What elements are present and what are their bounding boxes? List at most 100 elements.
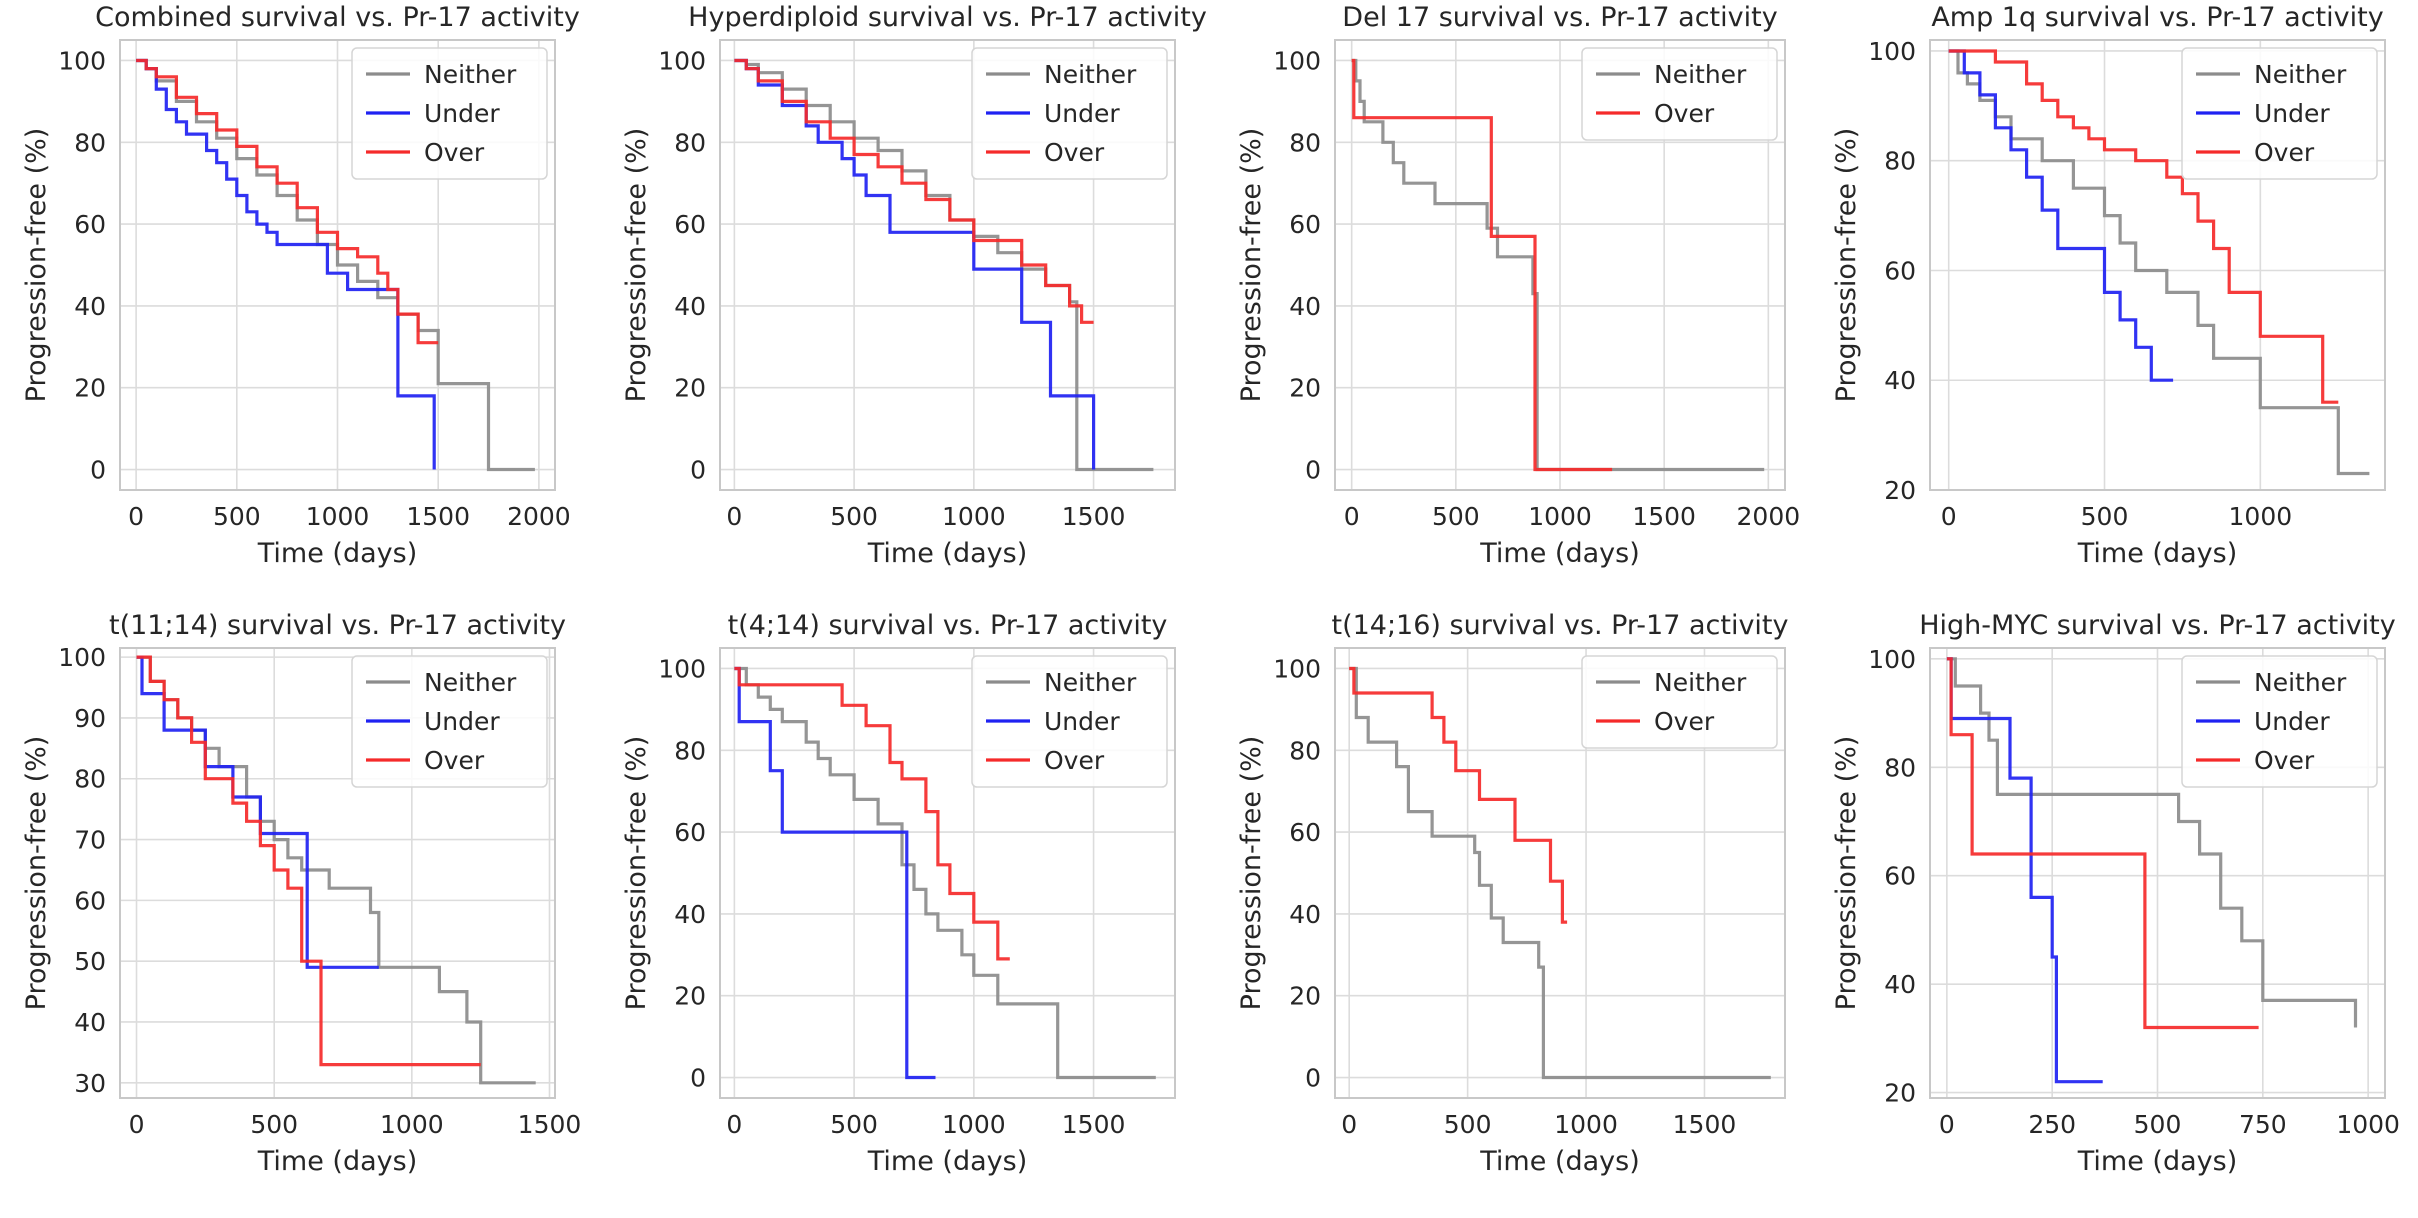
x-tick-label: 750 — [2239, 1110, 2287, 1139]
legend-label: Over — [2254, 138, 2315, 167]
x-tick-label: 0 — [129, 1110, 145, 1139]
y-tick-label: 100 — [658, 46, 706, 75]
x-tick-label: 500 — [830, 502, 878, 531]
y-tick-label: 40 — [74, 1008, 106, 1037]
legend-box — [971, 655, 1168, 788]
y-tick-label: 100 — [1273, 654, 1321, 683]
y-tick-label: 20 — [1289, 982, 1321, 1011]
plot-frame — [1334, 39, 1786, 491]
x-tick-label: 500 — [213, 502, 261, 531]
legend: Neither Over — [1581, 47, 1778, 141]
y-tick-label: 70 — [74, 826, 106, 855]
y-tick-label: 40 — [74, 292, 106, 321]
legend-label: Under — [2254, 99, 2330, 128]
x-tick-label: 1000 — [2336, 1110, 2400, 1139]
chart-panel-3: 0 500 1000 1500 2000 0 20 40 60 80 100 Del 17 survi… — [1236, 2, 1800, 569]
legend-label: Neither — [424, 668, 517, 697]
legend-box — [1581, 655, 1778, 749]
series-line-neither — [1349, 666, 1771, 1080]
y-tick-label: 100 — [1868, 645, 1916, 674]
chart-title: t(11;14) survival vs. Pr-17 activity — [109, 610, 566, 641]
series-line-over — [1946, 657, 2259, 1030]
y-tick-label: 100 — [1273, 46, 1321, 75]
x-tick-label: 1000 — [2229, 502, 2293, 531]
y-tick-label: 90 — [74, 704, 106, 733]
legend-label: Over — [1654, 99, 1715, 128]
y-tick-label: 100 — [658, 654, 706, 683]
plot-frame — [119, 647, 556, 1099]
x-tick-label: 1000 — [1528, 502, 1592, 531]
x-tick-label: 0 — [1344, 502, 1360, 531]
legend-label: Under — [424, 99, 500, 128]
legend-label: Neither — [1044, 668, 1137, 697]
legend: Neither Under Over — [2181, 655, 2378, 788]
y-tick-label: 20 — [1884, 476, 1916, 505]
legend: Neither Under Over — [971, 655, 1168, 788]
chart-panel-1: 0 500 1000 1500 2000 0 20 40 60 80 100 Combined sur… — [21, 2, 580, 569]
y-tick-label: 20 — [674, 982, 706, 1011]
x-tick-label: 500 — [1444, 1110, 1492, 1139]
legend-label: Over — [1654, 707, 1715, 736]
x-tick-label: 0 — [726, 502, 742, 531]
series-line-over — [136, 655, 481, 1067]
legend-box — [1581, 47, 1778, 141]
legend-label: Over — [2254, 746, 2315, 775]
y-tick-label: 50 — [74, 947, 106, 976]
chart-title: Del 17 survival vs. Pr-17 activity — [1342, 2, 1777, 33]
x-axis-label: Time (days) — [1479, 1146, 1639, 1177]
y-tick-label: 20 — [1884, 1079, 1916, 1108]
legend-box — [971, 47, 1168, 180]
legend-label: Neither — [2254, 60, 2347, 89]
legend-box — [2181, 47, 2378, 180]
x-axis-label: Time (days) — [257, 538, 417, 569]
y-tick-label: 40 — [1884, 970, 1916, 999]
y-tick-label: 0 — [1305, 1064, 1321, 1093]
x-tick-label: 1500 — [1673, 1110, 1737, 1139]
y-tick-label: 0 — [90, 456, 106, 485]
plot-frame — [1929, 39, 2386, 491]
x-tick-label: 1500 — [1632, 502, 1696, 531]
series-line-over — [136, 58, 439, 345]
x-tick-label: 0 — [1939, 1110, 1955, 1139]
plot-frame — [1929, 647, 2386, 1099]
legend: Neither Under Over — [971, 47, 1168, 180]
series-line-neither — [1351, 58, 1765, 472]
y-tick-label: 40 — [1289, 292, 1321, 321]
chart-panel-2: 0 500 1000 1500 0 20 40 60 80 100 Hyperdiploid sur… — [621, 2, 1207, 569]
chart-title: t(4;14) survival vs. Pr-17 activity — [728, 610, 1168, 641]
y-tick-label: 60 — [674, 818, 706, 847]
legend-label: Under — [2254, 707, 2330, 736]
y-tick-label: 0 — [690, 456, 706, 485]
y-axis-label: Progression-free (%) — [621, 128, 652, 403]
series-line-under — [136, 58, 436, 470]
series-line-neither — [734, 666, 1156, 1080]
legend-label: Under — [1044, 99, 1120, 128]
x-tick-label: 1000 — [942, 502, 1006, 531]
chart-panel-4: 0 500 1000 20 40 60 80 100 Amp 1q survival vs. P… — [1831, 2, 2386, 569]
chart-title: Hyperdiploid survival vs. Pr-17 activity — [688, 2, 1207, 33]
legend-label: Over — [424, 138, 485, 167]
y-tick-label: 0 — [690, 1064, 706, 1093]
y-tick-label: 40 — [1289, 900, 1321, 929]
legend-label: Neither — [1044, 60, 1137, 89]
series-line-under — [734, 58, 1096, 470]
y-tick-label: 40 — [674, 292, 706, 321]
x-tick-label: 1000 — [942, 1110, 1006, 1139]
y-axis-label: Progression-free (%) — [21, 128, 52, 403]
x-tick-label: 1500 — [518, 1110, 582, 1139]
y-tick-label: 0 — [1305, 456, 1321, 485]
x-tick-label: 0 — [128, 502, 144, 531]
y-tick-label: 100 — [58, 643, 106, 672]
legend-label: Over — [424, 746, 485, 775]
legend-label: Neither — [1654, 668, 1747, 697]
y-tick-label: 80 — [74, 128, 106, 157]
y-tick-label: 60 — [1289, 210, 1321, 239]
y-tick-label: 40 — [1884, 366, 1916, 395]
y-tick-label: 60 — [74, 886, 106, 915]
x-axis-label: Time (days) — [257, 1146, 417, 1177]
legend-box — [351, 655, 548, 788]
y-axis-label: Progression-free (%) — [1831, 736, 1862, 1011]
y-axis-label: Progression-free (%) — [1236, 736, 1267, 1011]
